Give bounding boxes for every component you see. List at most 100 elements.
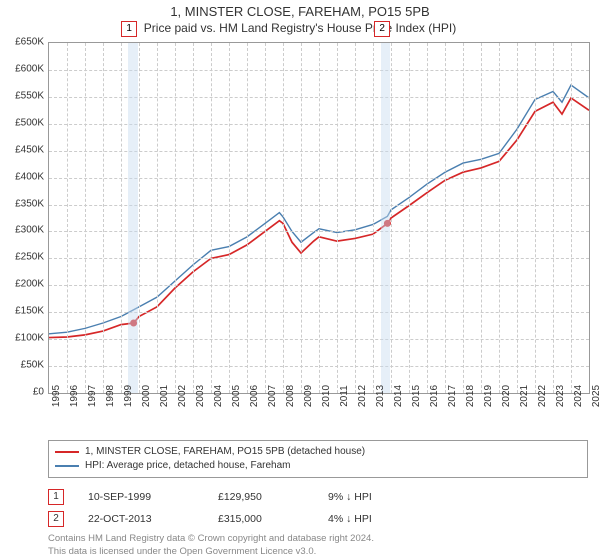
gridline-v xyxy=(67,43,68,393)
sale-marker-1: 1 xyxy=(48,489,64,505)
x-axis-label: 2005 xyxy=(231,385,242,407)
sale-date: 10-SEP-1999 xyxy=(88,491,218,503)
x-axis-label: 2020 xyxy=(501,385,512,407)
x-axis-label: 2019 xyxy=(483,385,494,407)
y-axis-label: £0 xyxy=(4,387,44,398)
chart-marker: 1 xyxy=(121,21,137,37)
highlight-band xyxy=(128,43,138,393)
y-axis-label: £500K xyxy=(4,117,44,128)
legend-box: 1, MINSTER CLOSE, FAREHAM, PO15 5PB (det… xyxy=(48,440,588,478)
x-axis-label: 2001 xyxy=(159,385,170,407)
attribution-line: This data is licensed under the Open Gov… xyxy=(48,546,374,558)
gridline-v xyxy=(517,43,518,393)
x-axis-label: 2011 xyxy=(339,385,350,407)
legend-label-property: 1, MINSTER CLOSE, FAREHAM, PO15 5PB (det… xyxy=(85,445,365,459)
sale-change: 9% ↓ HPI xyxy=(328,491,438,503)
sale-price: £315,000 xyxy=(218,513,328,525)
y-axis-label: £350K xyxy=(4,198,44,209)
legend-row: 1, MINSTER CLOSE, FAREHAM, PO15 5PB (det… xyxy=(55,445,581,459)
y-axis-label: £450K xyxy=(4,144,44,155)
gridline-v xyxy=(427,43,428,393)
y-axis-label: £150K xyxy=(4,306,44,317)
x-axis-label: 2012 xyxy=(357,385,368,407)
sale-price: £129,950 xyxy=(218,491,328,503)
y-axis-label: £400K xyxy=(4,171,44,182)
sale-marker-2: 2 xyxy=(48,511,64,527)
x-axis-label: 1999 xyxy=(123,385,134,407)
x-axis-label: 1996 xyxy=(69,385,80,407)
gridline-v xyxy=(103,43,104,393)
legend-swatch-property xyxy=(55,451,79,453)
x-axis-label: 2016 xyxy=(429,385,440,407)
x-axis-label: 2009 xyxy=(303,385,314,407)
legend-row: HPI: Average price, detached house, Fare… xyxy=(55,459,581,473)
y-axis-label: £50K xyxy=(4,360,44,371)
y-axis-label: £300K xyxy=(4,225,44,236)
x-axis-label: 2014 xyxy=(393,385,404,407)
gridline-v xyxy=(193,43,194,393)
sale-date: 22-OCT-2013 xyxy=(88,513,218,525)
gridline-v xyxy=(463,43,464,393)
sales-row: 1 10-SEP-1999 £129,950 9% ↓ HPI xyxy=(48,486,588,508)
gridline-v xyxy=(139,43,140,393)
gridline-v xyxy=(409,43,410,393)
x-axis-label: 2024 xyxy=(573,385,584,407)
legend-label-hpi: HPI: Average price, detached house, Fare… xyxy=(85,459,291,473)
gridline-v xyxy=(337,43,338,393)
x-axis-label: 1995 xyxy=(51,385,62,407)
x-axis-label: 2007 xyxy=(267,385,278,407)
gridline-v xyxy=(391,43,392,393)
x-axis-label: 2006 xyxy=(249,385,260,407)
x-axis-label: 2013 xyxy=(375,385,386,407)
x-axis-label: 1997 xyxy=(87,385,98,407)
gridline-v xyxy=(229,43,230,393)
gridline-v xyxy=(175,43,176,393)
x-axis-label: 1998 xyxy=(105,385,116,407)
chart-marker: 2 xyxy=(374,21,390,37)
x-axis-label: 2023 xyxy=(555,385,566,407)
y-axis-label: £100K xyxy=(4,333,44,344)
x-axis-label: 2000 xyxy=(141,385,152,407)
legend: 1, MINSTER CLOSE, FAREHAM, PO15 5PB (det… xyxy=(48,440,588,530)
gridline-v xyxy=(85,43,86,393)
legend-swatch-hpi xyxy=(55,465,79,467)
y-axis-label: £200K xyxy=(4,279,44,290)
attribution-line: Contains HM Land Registry data © Crown c… xyxy=(48,533,374,545)
gridline-v xyxy=(535,43,536,393)
y-axis-label: £650K xyxy=(4,37,44,48)
gridline-v xyxy=(265,43,266,393)
plot-area: 12 xyxy=(48,42,590,394)
highlight-band xyxy=(381,43,390,393)
x-axis-label: 2003 xyxy=(195,385,206,407)
gridline-v xyxy=(301,43,302,393)
gridline-v xyxy=(571,43,572,393)
sales-row: 2 22-OCT-2013 £315,000 4% ↓ HPI xyxy=(48,508,588,530)
x-axis-label: 2008 xyxy=(285,385,296,407)
gridline-v xyxy=(553,43,554,393)
gridline-v xyxy=(283,43,284,393)
chart-subtitle: Price paid vs. HM Land Registry's House … xyxy=(0,19,600,35)
gridline-v xyxy=(121,43,122,393)
gridline-v xyxy=(445,43,446,393)
x-axis-label: 2017 xyxy=(447,385,458,407)
gridline-v xyxy=(247,43,248,393)
x-axis-label: 2010 xyxy=(321,385,332,407)
gridline-v xyxy=(499,43,500,393)
x-axis-label: 2002 xyxy=(177,385,188,407)
attribution: Contains HM Land Registry data © Crown c… xyxy=(48,533,374,558)
gridline-v xyxy=(481,43,482,393)
chart-title: 1, MINSTER CLOSE, FAREHAM, PO15 5PB xyxy=(0,0,600,19)
gridline-v xyxy=(157,43,158,393)
y-axis-label: £600K xyxy=(4,63,44,74)
chart-container: 1, MINSTER CLOSE, FAREHAM, PO15 5PB Pric… xyxy=(0,0,600,560)
gridline-v xyxy=(211,43,212,393)
x-axis-label: 2025 xyxy=(591,385,600,407)
gridline-v xyxy=(373,43,374,393)
sale-change: 4% ↓ HPI xyxy=(328,513,438,525)
gridline-v xyxy=(355,43,356,393)
sales-table: 1 10-SEP-1999 £129,950 9% ↓ HPI 2 22-OCT… xyxy=(48,486,588,530)
x-axis-label: 2022 xyxy=(537,385,548,407)
gridline-v xyxy=(319,43,320,393)
x-axis-label: 2004 xyxy=(213,385,224,407)
x-axis-label: 2021 xyxy=(519,385,530,407)
